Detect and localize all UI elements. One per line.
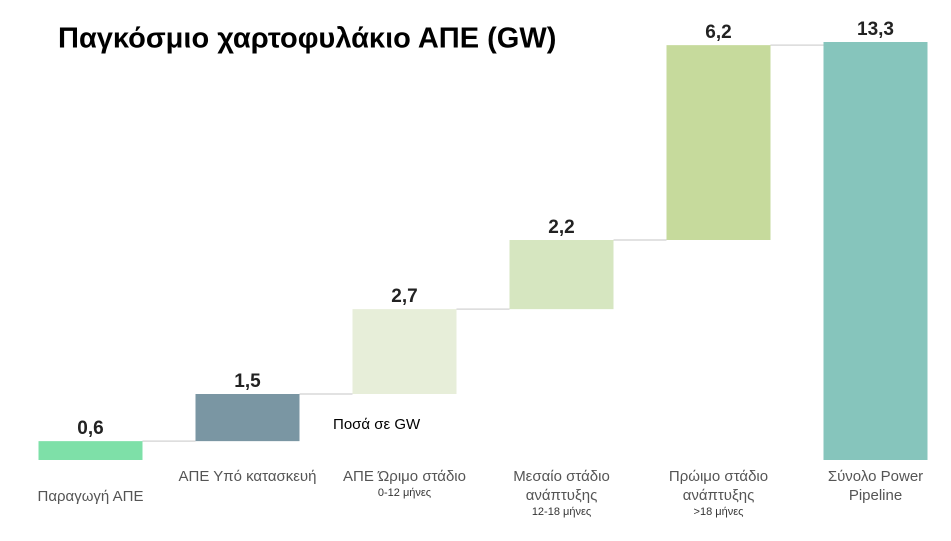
chart-title: Παγκόσμιο χαρτοφυλάκιο ΑΠΕ (GW) [58, 23, 556, 55]
x-tick-sublabel: 12-18 μήνες [531, 506, 592, 518]
annotation: Ποσά σε GW [333, 416, 421, 433]
data-label: 6,2 [705, 22, 731, 43]
bar [38, 441, 143, 460]
data-label: 2,7 [391, 286, 417, 307]
x-tick-sublabel: 0-12 μήνες [377, 487, 432, 499]
bar [195, 394, 300, 442]
x-tick-label: Πρώιμο στάδιο ανάπτυξης >18 μήνες [647, 467, 791, 519]
bar [509, 240, 614, 310]
bar [352, 309, 457, 394]
bar [823, 42, 928, 460]
x-tick-label: Παραγωγή ΑΠΕ [37, 488, 144, 505]
x-tick-label: ΑΠΕ Υπό κατασκευή [178, 468, 317, 485]
data-label: 2,2 [548, 217, 574, 238]
bar [666, 45, 771, 241]
data-label: 1,5 [234, 371, 261, 392]
x-tick-sublabel: >18 μήνες [693, 506, 744, 518]
x-tick-label: Σύνολο Power Pipeline [827, 468, 924, 504]
x-tick-label: Μεσαίο στάδιο ανάπτυξης 12-18 μήνες [490, 467, 634, 519]
x-tick-label: ΑΠΕ Ώριμο στάδιο 0-12 μήνες [333, 467, 477, 500]
data-label: 0,6 [77, 418, 103, 439]
data-label: 13,3 [857, 19, 894, 40]
